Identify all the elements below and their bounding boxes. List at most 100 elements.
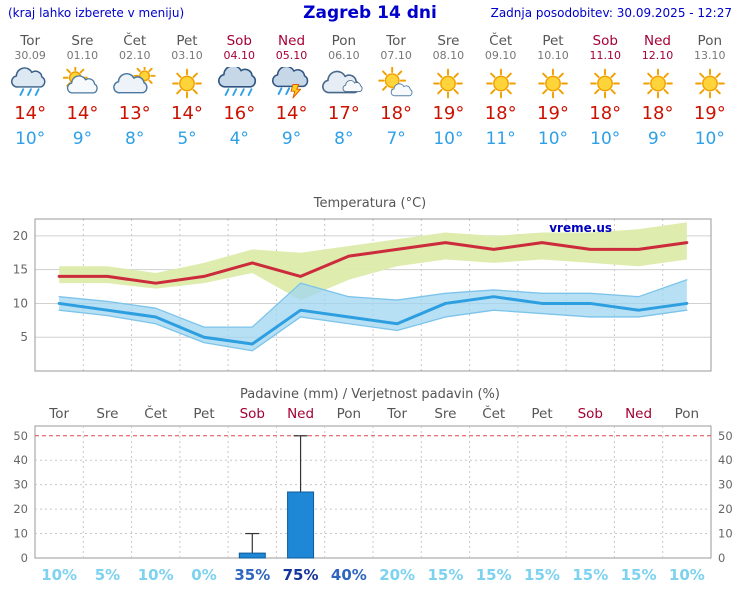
precip-probability-label: 0% [191, 566, 216, 584]
storm-icon [271, 67, 308, 99]
low-temperature: 8° [334, 129, 354, 149]
precip-probability-label: 20% [379, 566, 415, 584]
day-icon-slot [475, 67, 527, 101]
day-date-label: 11.10 [589, 49, 621, 62]
day-name-label: Sre [71, 33, 94, 49]
location-menu-hint[interactable]: (kraj lahko izberete v meniju) [8, 6, 185, 20]
day-name-label: Tor [20, 33, 41, 49]
day-date-label: 01.10 [66, 49, 99, 62]
day-date-label: 06.10 [328, 49, 360, 62]
precip-day-label: Pet [531, 406, 552, 422]
partly-cloudy-icon [63, 67, 99, 94]
cloudy-icon [321, 70, 363, 94]
temp-axis-tick-label: 15 [13, 263, 28, 277]
precip-probability-label: 15% [524, 566, 560, 584]
day-column-08.10[interactable]: Sre 08.10 19° 10° [422, 34, 474, 150]
page-title: Zagreb 14 dni [303, 3, 437, 23]
precip-day-label: Sre [96, 406, 118, 422]
precip-day-label: Sre [434, 406, 456, 422]
precip-bar [238, 552, 266, 559]
mostly-sunny-icon [378, 67, 413, 97]
high-temperature: 19° [537, 103, 569, 124]
precip-day-label: Tor [48, 406, 69, 422]
day-name-label: Sob [592, 33, 618, 49]
precip-axis-tick-right: 0 [718, 551, 725, 565]
sunny-icon [485, 68, 516, 99]
day-name-label: Čet [123, 33, 147, 49]
day-column-13.10[interactable]: Pon 13.10 19° 10° [684, 34, 736, 150]
sunny-icon [172, 68, 202, 99]
high-temperature: 17° [327, 103, 360, 124]
temperature-chart-wrap: 5 10 15 20 vreme.us [0, 211, 740, 379]
day-name-label: Pet [542, 33, 564, 49]
day-date-label: 30.09 [14, 49, 46, 62]
precip-day-label: Pon [675, 406, 699, 422]
precip-probability-label: 15% [621, 566, 657, 584]
day-date-label: 05.10 [275, 49, 308, 62]
last-updated-text: Zadnja posodobitev: 30.09.2025 - 12:27 [490, 6, 732, 20]
precip-axis-tick-right: 40 [718, 453, 733, 467]
low-temperature: 10° [15, 129, 46, 149]
precip-day-label: Pon [337, 406, 361, 422]
day-column-07.10[interactable]: Tor 07.10 18° 7° [370, 34, 422, 150]
day-date-label: 09.10 [484, 49, 517, 62]
day-icon-slot [4, 67, 56, 101]
day-column-05.10[interactable]: Ned 05.10 14° 9° [265, 34, 317, 150]
sunny-icon [538, 68, 568, 99]
day-column-02.10[interactable]: Čet 02.10 13° 8° [109, 34, 161, 150]
precip-axis-tick-right: 10 [718, 527, 733, 541]
day-icon-slot [265, 67, 317, 101]
precip-axis-tick-left: 40 [13, 453, 28, 467]
high-temperature: 13° [118, 103, 151, 124]
sunny-icon [590, 68, 621, 99]
day-name-label: Tor [386, 33, 406, 49]
precip-probability-label: 35% [234, 566, 270, 584]
sunny-icon [694, 68, 725, 99]
high-temperature: 14° [171, 103, 203, 124]
sunny-icon [433, 68, 464, 99]
precip-axis-tick-left: 10 [13, 527, 28, 541]
heavy-rain-icon [218, 67, 257, 96]
precip-day-label: Ned [625, 406, 652, 422]
precipitation-chart-title: Padavine (mm) / Verjetnost padavin (%) [240, 387, 500, 402]
precip-day-label: Sob [240, 406, 265, 422]
day-column-03.10[interactable]: Pet 03.10 14° 5° [161, 34, 213, 150]
day-date-label: 13.10 [694, 49, 726, 62]
low-temperature: 7° [386, 129, 406, 149]
precip-probability-label: 15% [572, 566, 608, 584]
day-column-06.10[interactable]: Pon 06.10 17° 8° [318, 34, 370, 150]
precip-axis-tick-left: 50 [13, 429, 28, 443]
day-icon-slot [56, 67, 108, 101]
day-name-label: Čet [489, 33, 513, 49]
high-temperature: 14° [66, 103, 99, 124]
day-column-12.10[interactable]: Ned 12.10 18° 9° [631, 34, 683, 150]
day-column-04.10[interactable]: Sob 04.10 16° 4° [213, 34, 265, 150]
high-temperature: 18° [484, 103, 517, 124]
day-column-09.10[interactable]: Čet 09.10 18° 11° [475, 34, 527, 150]
precip-day-label: Čet [144, 404, 167, 422]
low-temperature: 9° [281, 129, 302, 149]
day-icon-slot [213, 67, 265, 101]
high-temperature: 19° [693, 103, 726, 124]
temperature-chart: 5 10 15 20 [13, 218, 712, 372]
header-bar: (kraj lahko izberete v meniju) Zagreb 14… [0, 0, 740, 26]
watermark-text: vreme.us [549, 221, 612, 235]
low-temperature: 10° [694, 129, 725, 149]
precip-axis-tick-left: 20 [13, 502, 28, 516]
temperature-chart-title: Temperatura (°C) [313, 196, 427, 211]
precip-axis-tick-left: 0 [21, 551, 28, 565]
high-temperature: 14° [14, 103, 47, 124]
low-temperature: 9° [647, 129, 668, 149]
day-icon-slot [109, 67, 161, 101]
day-icon-slot [684, 67, 736, 101]
low-temperature: 10° [537, 129, 569, 149]
day-column-01.10[interactable]: Sre 01.10 14° 9° [56, 34, 108, 150]
day-column-11.10[interactable]: Sob 11.10 18° 10° [579, 34, 631, 150]
day-date-label: 04.10 [223, 49, 256, 62]
precip-probability-label: 10% [138, 566, 174, 584]
precip-probability-label: 40% [331, 566, 367, 584]
day-column-30.09[interactable]: Tor 30.09 14° 10° [4, 34, 56, 150]
day-column-10.10[interactable]: Pet 10.10 19° 10° [527, 34, 579, 150]
precip-day-label: Pet [193, 406, 214, 422]
